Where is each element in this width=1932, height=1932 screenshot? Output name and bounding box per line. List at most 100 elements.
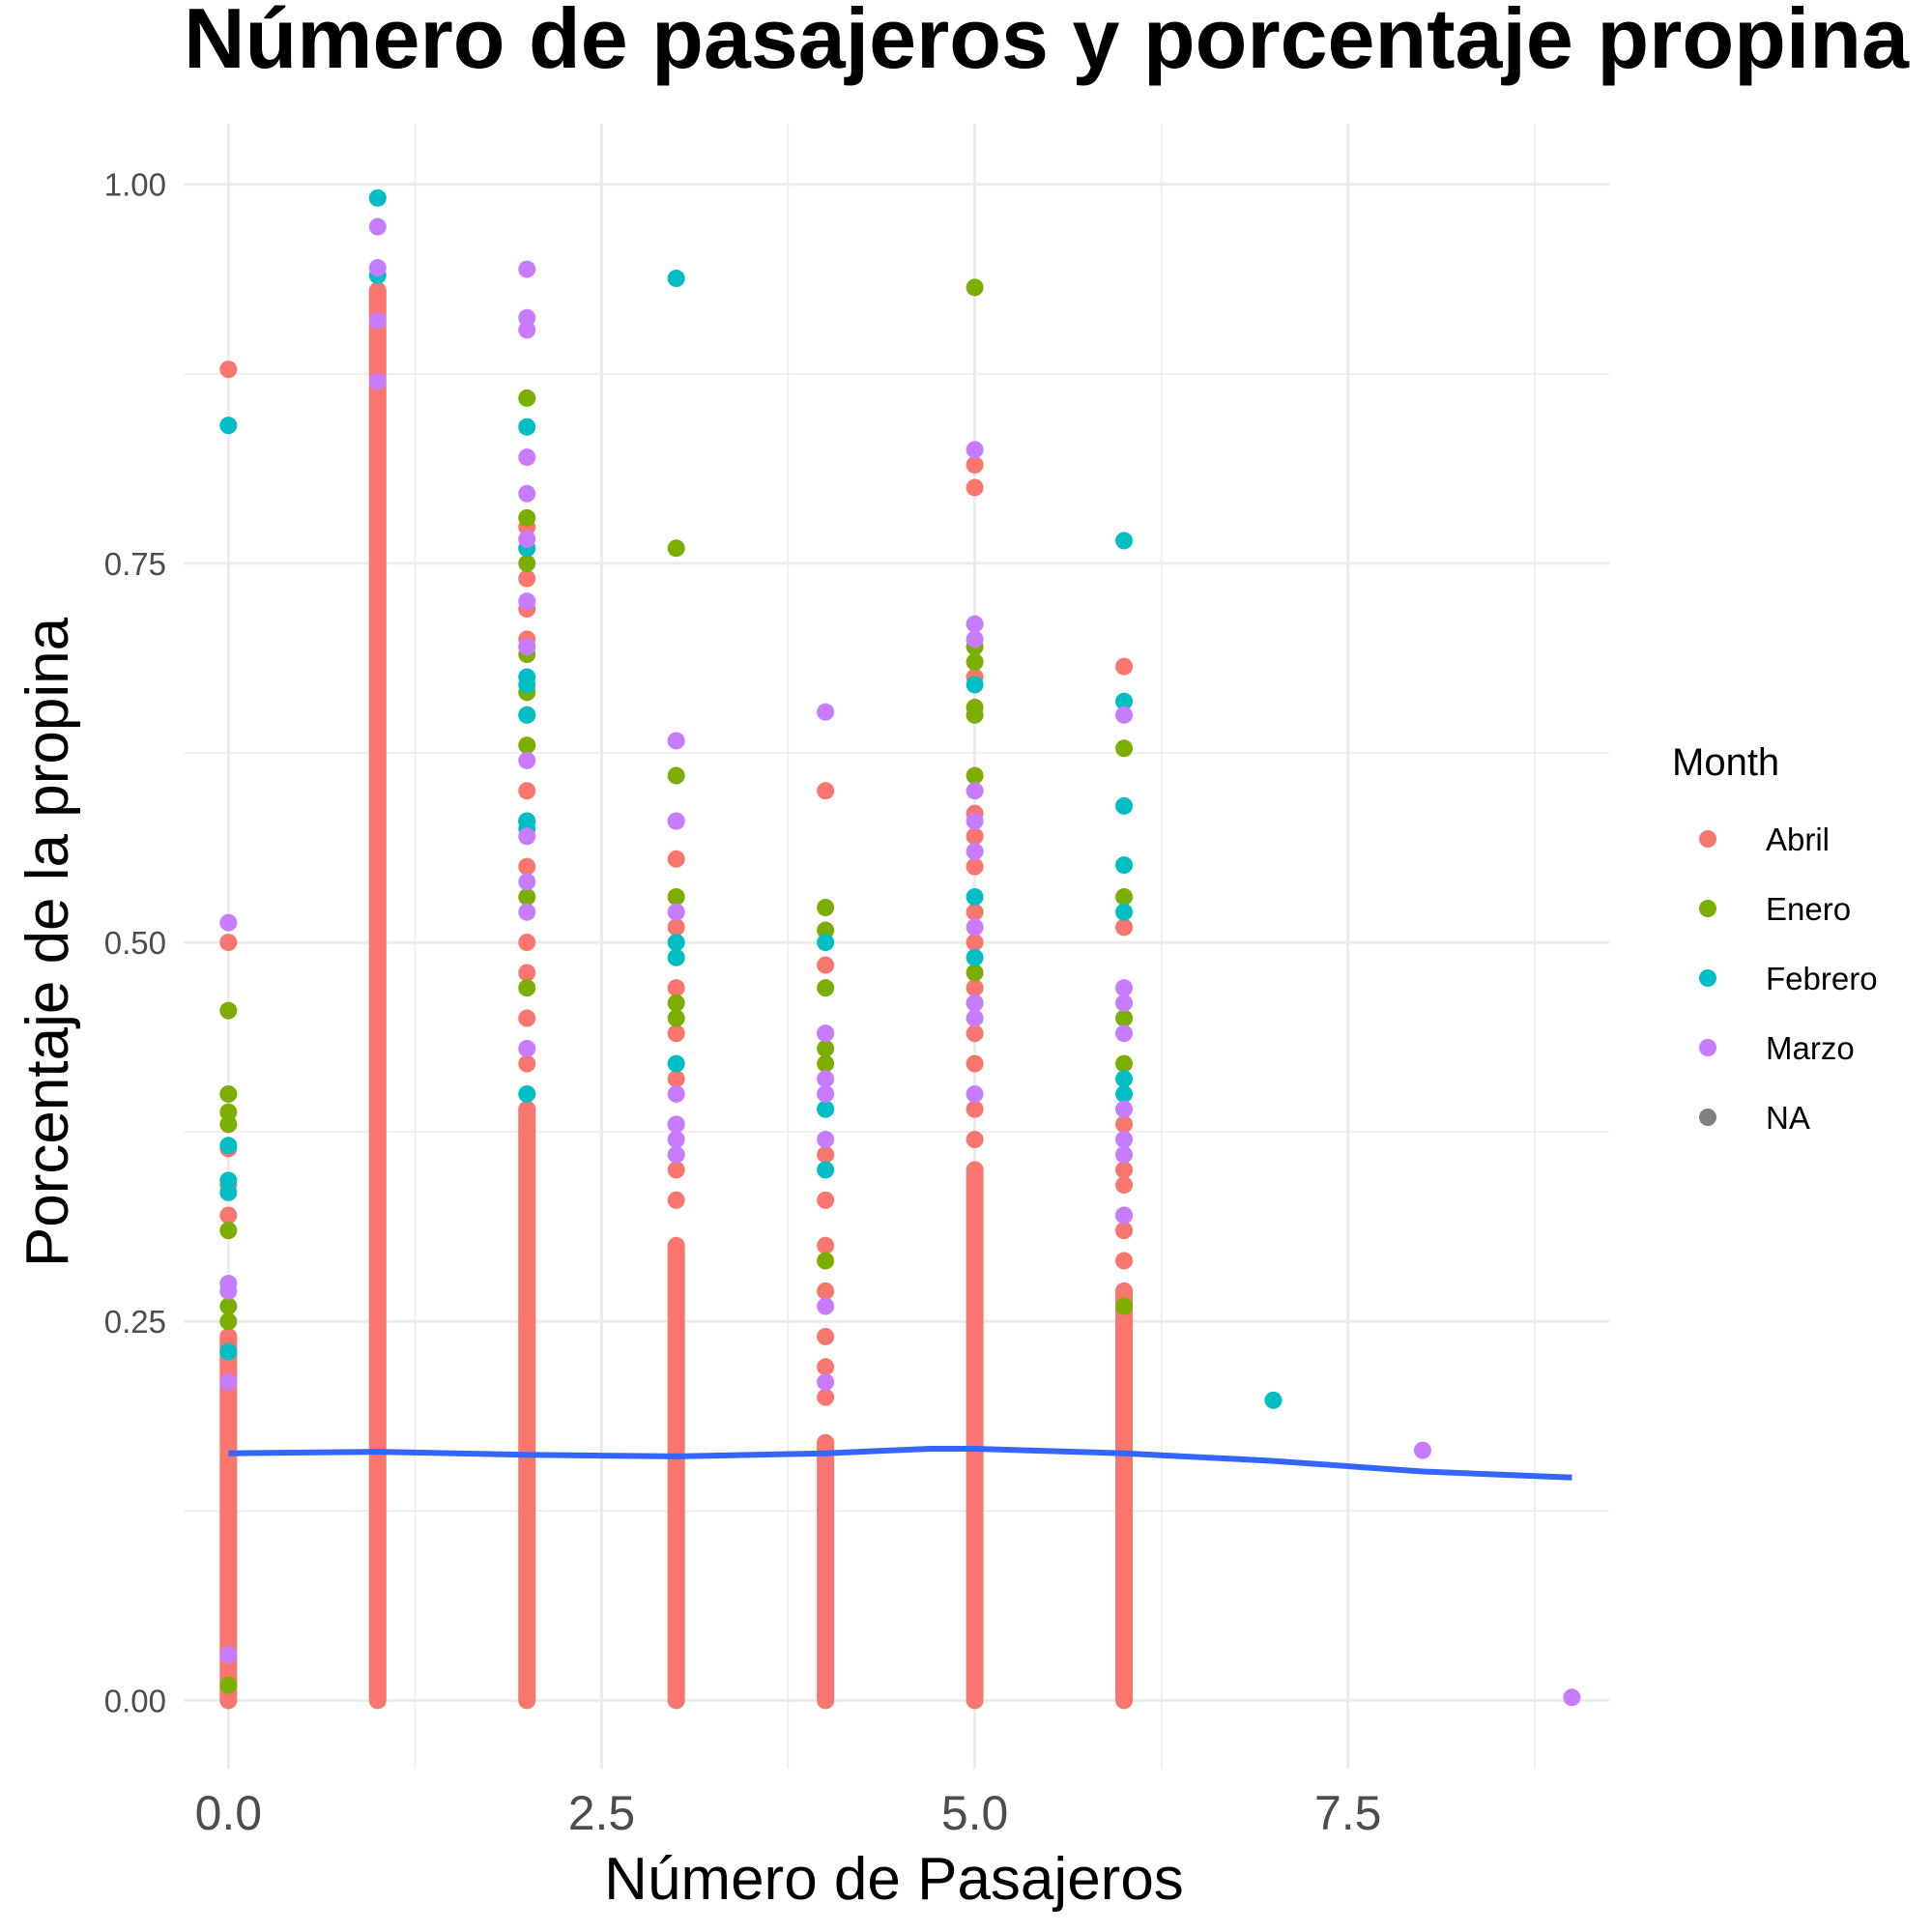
legend-label: Abril xyxy=(1766,822,1830,857)
data-point xyxy=(817,703,835,721)
data-points xyxy=(219,188,1581,1707)
data-point xyxy=(1115,1131,1134,1149)
x-tick-label: 2.5 xyxy=(568,1786,636,1840)
data-point xyxy=(518,888,536,907)
data-point xyxy=(817,921,835,939)
data-point xyxy=(817,1054,835,1073)
data-point xyxy=(966,964,984,982)
data-point xyxy=(817,1131,835,1149)
data-point xyxy=(966,478,984,497)
data-point xyxy=(667,994,685,1012)
data-point xyxy=(219,1342,238,1361)
data-point xyxy=(1115,1115,1134,1134)
x-axis-ticks: 0.0 2.5 5.0 7.5 xyxy=(195,1786,1382,1840)
data-point xyxy=(1115,1297,1134,1315)
data-point xyxy=(667,1024,685,1043)
data-point xyxy=(518,736,536,755)
data-point xyxy=(667,1009,685,1027)
data-point xyxy=(817,1039,835,1057)
data-point xyxy=(966,455,984,474)
data-point xyxy=(817,1070,835,1088)
data-point xyxy=(966,888,984,907)
data-point xyxy=(518,934,536,952)
data-point xyxy=(966,994,984,1012)
data-point xyxy=(966,934,984,952)
legend-label: Febrero xyxy=(1766,961,1878,996)
data-point xyxy=(1115,1176,1134,1195)
data-point xyxy=(518,979,536,997)
data-point xyxy=(966,948,984,966)
data-point xyxy=(518,751,536,769)
data-point xyxy=(1115,1145,1134,1164)
data-point xyxy=(368,259,387,277)
data-point xyxy=(966,278,984,297)
data-point xyxy=(817,1084,835,1103)
data-point xyxy=(518,903,536,921)
data-point xyxy=(1115,692,1134,710)
data-point xyxy=(219,934,238,952)
data-point xyxy=(817,1282,835,1300)
data-point xyxy=(518,1009,536,1027)
data-point xyxy=(966,857,984,876)
data-point xyxy=(1115,1024,1134,1043)
data-point xyxy=(966,1131,984,1149)
data-point xyxy=(966,1009,984,1027)
data-point xyxy=(667,934,685,952)
data-point xyxy=(667,812,685,830)
data-point xyxy=(667,1115,685,1134)
data-point xyxy=(219,1001,238,1020)
data-point xyxy=(1115,1252,1134,1270)
data-point xyxy=(219,1372,238,1391)
data-band xyxy=(966,1161,984,1710)
data-point xyxy=(667,948,685,966)
data-point xyxy=(518,873,536,891)
data-point xyxy=(219,1137,238,1155)
data-point xyxy=(219,1103,238,1121)
data-point xyxy=(966,903,984,921)
data-point xyxy=(219,1646,238,1664)
data-point xyxy=(1115,796,1134,815)
data-point xyxy=(1115,1222,1134,1240)
data-point xyxy=(1563,1688,1581,1707)
legend-key xyxy=(1699,900,1716,917)
data-band xyxy=(368,281,387,1710)
data-point xyxy=(817,934,835,952)
data-point xyxy=(518,1084,536,1103)
data-point xyxy=(817,1297,835,1315)
data-point xyxy=(518,638,536,656)
data-point xyxy=(1115,1054,1134,1073)
data-point xyxy=(518,389,536,407)
grid-minor xyxy=(184,124,1609,1769)
x-axis-title: Número de Pasajeros xyxy=(604,1846,1184,1913)
data-point xyxy=(817,1372,835,1391)
data-point xyxy=(518,484,536,503)
data-point xyxy=(817,1358,835,1376)
data-point xyxy=(219,1222,238,1240)
y-axis-title: Porcentaje de la propina xyxy=(14,617,81,1267)
data-point xyxy=(667,1145,685,1164)
data-point xyxy=(667,539,685,558)
data-point xyxy=(966,630,984,649)
data-point xyxy=(219,1183,238,1201)
data-point xyxy=(966,1100,984,1118)
data-point xyxy=(667,270,685,288)
data-point xyxy=(368,217,387,236)
data-point xyxy=(966,652,984,671)
data-point xyxy=(518,260,536,278)
data-point xyxy=(518,530,536,548)
data-point xyxy=(518,782,536,800)
data-point xyxy=(667,1131,685,1149)
data-point xyxy=(966,979,984,997)
data-point xyxy=(219,1676,238,1694)
data-point xyxy=(219,1171,238,1190)
data-point xyxy=(817,1388,835,1406)
y-tick-label: 1.00 xyxy=(104,167,166,203)
data-point xyxy=(817,782,835,800)
data-point xyxy=(817,1191,835,1209)
data-point xyxy=(966,1084,984,1103)
data-point xyxy=(966,812,984,830)
data-point xyxy=(1115,532,1134,550)
legend-title: Month xyxy=(1672,741,1779,784)
data-point xyxy=(817,898,835,916)
